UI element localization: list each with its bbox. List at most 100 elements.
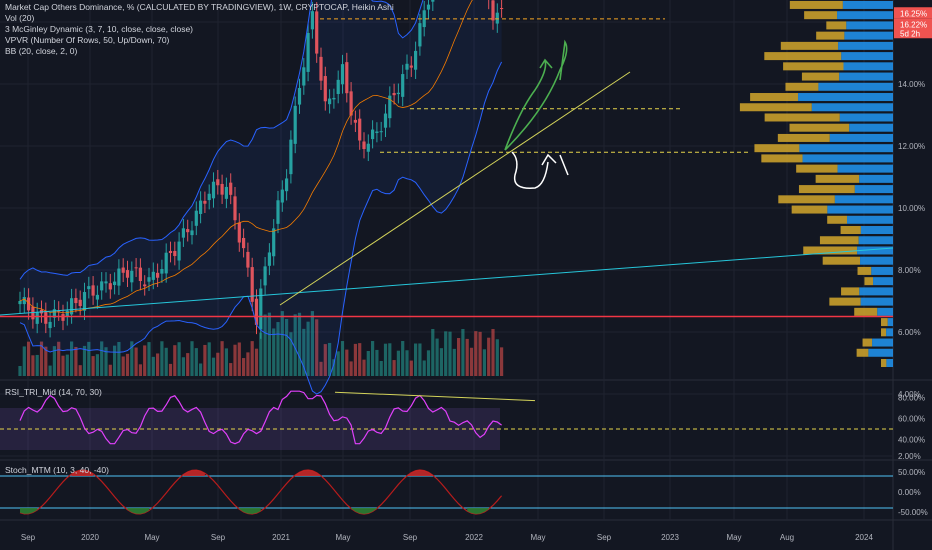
volume-bar	[310, 311, 314, 376]
candle-body	[134, 267, 138, 269]
volume-bar	[156, 353, 160, 376]
candle-body	[216, 179, 220, 186]
volume-bar	[435, 338, 439, 376]
candle-body	[190, 230, 194, 236]
volume-bar	[469, 347, 474, 376]
time-axis-label: 2023	[661, 533, 679, 542]
volume-bar	[57, 341, 61, 376]
candle-body	[422, 10, 426, 28]
volume-profile-bar-up	[837, 164, 893, 173]
candle-body	[113, 281, 117, 286]
volume-profile-bar-up	[811, 103, 893, 112]
candle-body	[220, 183, 224, 195]
volume-profile-bar-down	[798, 185, 855, 194]
candle-body	[74, 297, 78, 304]
indicator-bb[interactable]: BB (20, close, 2, 0)	[5, 46, 78, 56]
rsi-legend[interactable]: RSI_TRI_Mid (14, 70, 30)	[5, 387, 102, 397]
candle-body	[302, 67, 306, 86]
volume-profile-bar-up	[802, 154, 893, 163]
volume-bar	[121, 356, 125, 376]
volume-bar	[61, 355, 65, 376]
volume-profile-bar-down	[777, 133, 830, 142]
indicator-volume[interactable]: Vol (20)	[5, 13, 35, 23]
candle-body	[237, 222, 241, 243]
candle-body	[414, 50, 418, 70]
candle-body	[211, 181, 216, 199]
candle-body	[285, 178, 289, 192]
time-axis-label: 2021	[272, 533, 290, 542]
current-price-value: 16.25%	[900, 9, 927, 18]
volume-bar	[18, 366, 22, 376]
indicator-mcginley[interactable]: 3 McGinley Dynamic (3, 7, 10, close, clo…	[5, 24, 194, 34]
volume-bar	[95, 354, 99, 376]
volume-bar	[65, 354, 69, 376]
bollinger-lower-line	[19, 61, 503, 395]
volume-profile-bar-down	[815, 174, 860, 183]
volume-bar	[108, 364, 112, 376]
candle-body	[138, 267, 142, 281]
chart-legend: Market Cap Others Dominance, % (CALCULAT…	[5, 2, 394, 57]
volume-bar	[444, 331, 448, 376]
rsi-axis-label: 60.00%	[898, 415, 925, 424]
volume-bar	[246, 352, 250, 376]
rsi-line	[19, 390, 502, 445]
candle-body	[375, 131, 379, 134]
stoch-oversold-area	[20, 508, 38, 514]
volume-profile-bar-down	[829, 297, 861, 306]
volume-profile-bar-down	[778, 195, 835, 204]
rsi-divergence-line	[334, 391, 536, 402]
stoch-axis-label: 0.00%	[898, 488, 921, 497]
candle-body	[186, 229, 190, 233]
candle-body	[52, 309, 56, 318]
volume-bar	[478, 331, 482, 376]
candle-body	[35, 312, 39, 324]
volume-profile-bar-up	[827, 205, 893, 214]
volume-bar	[151, 356, 155, 376]
pullback-arrow	[511, 151, 557, 189]
volume-profile-bar-down	[764, 52, 842, 61]
volume-bar	[409, 360, 413, 376]
volume-bar	[27, 341, 31, 376]
time-axis-label: May	[726, 533, 741, 542]
stoch-overbought-area	[71, 470, 94, 476]
price-axis-label: 14.00%	[898, 80, 925, 89]
volume-bar	[203, 344, 207, 376]
candle-body	[345, 62, 349, 94]
volume-bar	[366, 351, 370, 376]
volume-bar	[487, 337, 491, 376]
candle-body	[383, 113, 388, 128]
candle-body	[379, 131, 383, 133]
volume-bar	[263, 314, 267, 376]
volume-profile-bar-up	[842, 0, 893, 9]
volume-bar	[431, 329, 435, 376]
volume-bar	[104, 347, 108, 376]
time-axis-label: Aug	[780, 533, 794, 542]
stoch-overbought-area	[407, 470, 433, 476]
stoch-oversold-area	[351, 508, 377, 514]
indicator-vpvr[interactable]: VPVR (Number Of Rows, 50, Up/Down, 70)	[5, 35, 170, 45]
candle-body	[48, 321, 52, 329]
symbol-title[interactable]: Market Cap Others Dominance, % (CALCULAT…	[5, 2, 394, 12]
candle-body	[91, 285, 95, 296]
candle-body	[117, 268, 121, 286]
candle-body	[224, 186, 228, 199]
stoch-overbought-area	[183, 470, 205, 476]
time-axis-label: May	[144, 533, 159, 542]
volume-bar	[177, 342, 181, 376]
candle-body	[151, 271, 155, 280]
volume-bar	[285, 318, 289, 376]
close-price-value: 16.22%	[900, 20, 927, 29]
volume-bar	[259, 332, 263, 376]
volume-bar	[439, 348, 443, 376]
volume-bar	[78, 365, 82, 376]
volume-bar	[39, 341, 44, 376]
volume-bar	[199, 363, 203, 376]
volume-profile-bar-up	[843, 62, 893, 71]
candle-body	[177, 241, 181, 261]
volume-bar	[211, 357, 216, 376]
volume-bar	[194, 348, 198, 376]
stoch-legend[interactable]: Stoch_MTM (10, 3, 40, -40)	[5, 465, 109, 475]
volume-profile-bar-up	[871, 266, 893, 275]
volume-profile-bar-up	[846, 21, 893, 30]
